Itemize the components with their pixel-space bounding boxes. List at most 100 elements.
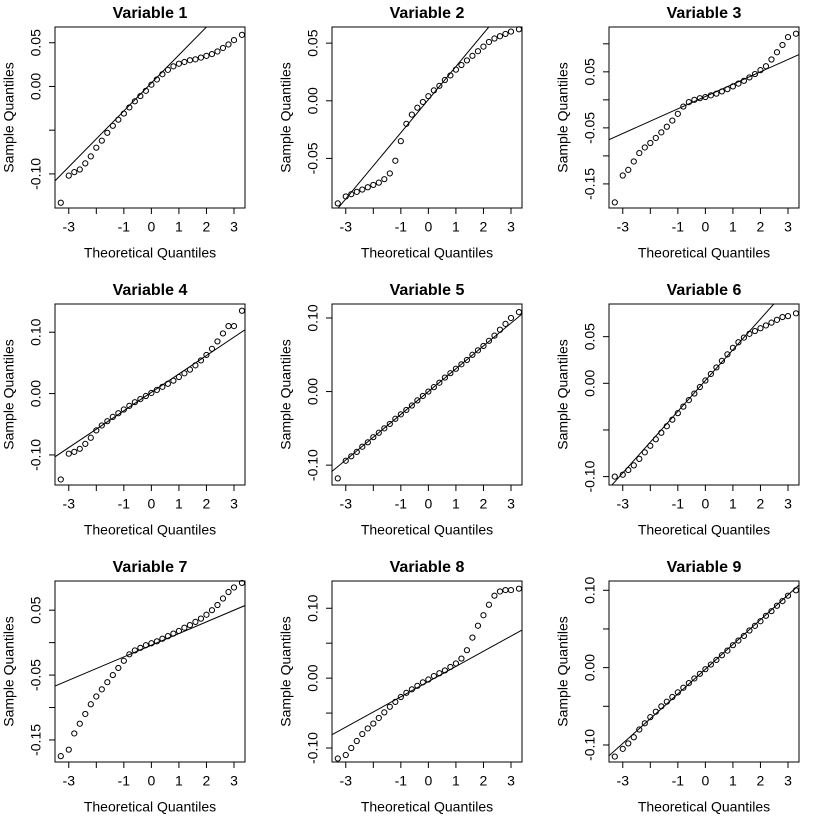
point bbox=[65, 450, 72, 457]
point bbox=[724, 351, 731, 358]
point bbox=[784, 33, 792, 41]
x-tick-label: 3 bbox=[784, 773, 792, 789]
point bbox=[474, 48, 482, 55]
point bbox=[342, 193, 349, 200]
point bbox=[353, 737, 360, 745]
point bbox=[680, 403, 687, 410]
point bbox=[425, 388, 432, 395]
x-tick-label: -1 bbox=[395, 496, 408, 512]
point bbox=[768, 319, 775, 326]
point bbox=[219, 330, 227, 337]
y-axis-label: Sample Quantiles bbox=[555, 339, 571, 450]
point bbox=[469, 52, 476, 59]
x-tick-label: 2 bbox=[203, 773, 211, 789]
panel: Variable 1 Theoretical Quantiles Sample Qu… bbox=[1, 5, 246, 261]
point bbox=[181, 624, 188, 631]
x-tick-label: 0 bbox=[147, 219, 155, 235]
point bbox=[214, 338, 221, 345]
y-axis-label: Sample Quantiles bbox=[555, 62, 571, 173]
point bbox=[375, 714, 382, 722]
point bbox=[441, 667, 448, 674]
x-tick-label: 1 bbox=[729, 773, 737, 789]
point bbox=[784, 592, 792, 599]
point bbox=[131, 98, 138, 105]
point bbox=[238, 307, 246, 314]
point bbox=[170, 630, 177, 637]
x-tick-label: -3 bbox=[63, 773, 76, 789]
x-tick-label: 3 bbox=[507, 219, 515, 235]
point bbox=[685, 396, 692, 404]
y-tick-label: 0.05 bbox=[28, 29, 44, 56]
x-tick-label: 0 bbox=[424, 219, 432, 235]
point bbox=[225, 322, 232, 330]
point bbox=[192, 362, 199, 369]
point bbox=[713, 364, 720, 371]
point bbox=[619, 745, 626, 752]
point bbox=[674, 410, 681, 417]
point bbox=[729, 344, 737, 351]
x-tick-label: -1 bbox=[118, 496, 131, 512]
point bbox=[238, 31, 246, 38]
y-tick-label: -0.05 bbox=[28, 659, 44, 691]
point bbox=[104, 679, 111, 686]
x-tick-label: -3 bbox=[340, 496, 353, 512]
point bbox=[425, 93, 432, 100]
plot-frame bbox=[331, 580, 523, 763]
point bbox=[724, 647, 731, 654]
y-tick-label: -0.10 bbox=[305, 449, 321, 481]
point bbox=[203, 52, 210, 59]
x-axis-label: Theoretical Quantiles bbox=[361, 522, 493, 538]
point bbox=[120, 110, 127, 117]
x-tick-label: 3 bbox=[230, 773, 238, 789]
point bbox=[109, 671, 116, 679]
plot-frame bbox=[608, 26, 800, 209]
point bbox=[630, 462, 637, 469]
point bbox=[658, 703, 665, 710]
point bbox=[702, 666, 709, 673]
point bbox=[403, 120, 410, 127]
x-tick-label: -3 bbox=[617, 773, 630, 789]
y-tick-label: 0.00 bbox=[582, 369, 598, 396]
point bbox=[619, 471, 626, 478]
x-tick-label: 1 bbox=[729, 496, 737, 512]
point bbox=[392, 415, 399, 422]
point bbox=[441, 374, 448, 381]
point bbox=[375, 179, 382, 186]
point bbox=[109, 413, 116, 420]
point bbox=[348, 744, 355, 752]
x-tick-label: 2 bbox=[757, 773, 765, 789]
point bbox=[203, 351, 210, 359]
y-tick-label: 0.00 bbox=[28, 73, 44, 100]
x-tick-label: -1 bbox=[672, 219, 685, 235]
y-tick-label: 0.10 bbox=[305, 304, 321, 331]
point bbox=[159, 71, 166, 78]
point bbox=[762, 612, 770, 619]
x-tick-label: -3 bbox=[617, 496, 630, 512]
point bbox=[57, 199, 64, 206]
x-axis-label: Theoretical Quantiles bbox=[84, 799, 216, 815]
point bbox=[419, 679, 426, 686]
x-tick-label: 3 bbox=[230, 496, 238, 512]
panel-title: Variable 1 bbox=[113, 5, 188, 22]
point bbox=[757, 618, 764, 625]
point bbox=[397, 411, 404, 418]
point bbox=[334, 475, 341, 482]
point bbox=[381, 176, 388, 183]
point bbox=[208, 607, 216, 614]
point bbox=[491, 35, 498, 42]
point bbox=[98, 422, 105, 429]
point bbox=[104, 418, 111, 425]
point bbox=[779, 598, 786, 605]
point bbox=[792, 30, 800, 37]
point bbox=[663, 698, 670, 705]
panel: Variable 8 Theoretical Quantiles Sample Qu… bbox=[278, 559, 523, 815]
point bbox=[397, 693, 404, 701]
point bbox=[507, 28, 515, 35]
point bbox=[507, 586, 515, 594]
point bbox=[691, 390, 698, 397]
point bbox=[696, 95, 703, 102]
point bbox=[230, 37, 238, 44]
y-tick-label: -0.10 bbox=[28, 158, 44, 190]
point bbox=[507, 314, 515, 322]
point bbox=[175, 60, 183, 67]
